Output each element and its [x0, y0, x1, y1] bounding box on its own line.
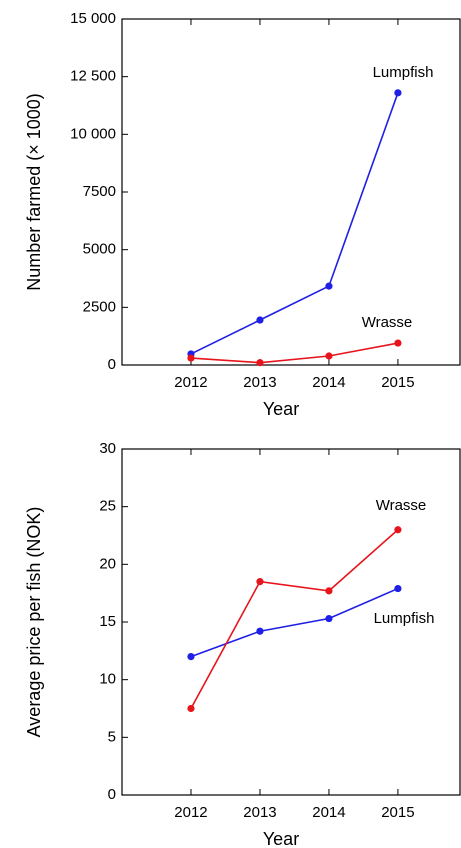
annotation: Wrasse [362, 314, 413, 331]
annotation: Lumpfish [374, 610, 435, 627]
point [394, 584, 402, 593]
point [256, 627, 264, 635]
y-tick-label: 5000 [83, 241, 116, 258]
point [187, 653, 195, 661]
point [256, 578, 264, 586]
annotation: Wrasse [376, 497, 427, 514]
x-tick-label: 2013 [243, 374, 276, 391]
y-tick-label: 20 [99, 555, 116, 572]
point [394, 89, 402, 97]
point [325, 614, 333, 623]
point [394, 339, 402, 347]
point [187, 354, 195, 362]
series-line [190, 342, 399, 364]
y-tick-label: 30 [99, 440, 116, 457]
point [256, 316, 264, 324]
series-line [190, 529, 399, 709]
y-tick-label: 10 [99, 671, 116, 688]
point [325, 282, 333, 290]
x-tick-label: 2014 [312, 374, 345, 391]
point [187, 704, 195, 713]
annotation: Lumpfish [373, 64, 434, 81]
y-tick-label: 0 [108, 356, 116, 373]
y-tick-label: 15 000 [70, 10, 116, 27]
y-tick-label: 25 [99, 498, 116, 515]
y-tick-label: 0 [108, 786, 116, 803]
y-axis-title: Average price per fish (NOK) [24, 507, 44, 738]
x-tick-label: 2012 [174, 804, 207, 821]
x-tick-label: 2012 [174, 374, 207, 391]
series-line [190, 92, 399, 355]
x-tick-label: 2014 [312, 804, 345, 821]
y-tick-label: 10 000 [70, 125, 116, 142]
y-tick-label: 12 500 [70, 68, 116, 85]
point [325, 587, 333, 595]
y-tick-label: 2500 [83, 298, 116, 315]
y-tick-label: 15 [99, 613, 116, 630]
y-axis-title: Number farmed (× 1000) [24, 93, 44, 291]
point [256, 359, 264, 367]
x-axis-title: Year [263, 829, 299, 848]
point [325, 352, 333, 360]
y-tick-label: 7500 [83, 183, 116, 200]
y-tick-label: 5 [108, 728, 116, 745]
x-tick-label: 2015 [381, 374, 414, 391]
point [394, 526, 402, 534]
series-line [190, 587, 399, 658]
x-tick-label: 2015 [381, 804, 414, 821]
x-tick-label: 2013 [243, 804, 276, 821]
x-axis-title: Year [263, 399, 299, 419]
